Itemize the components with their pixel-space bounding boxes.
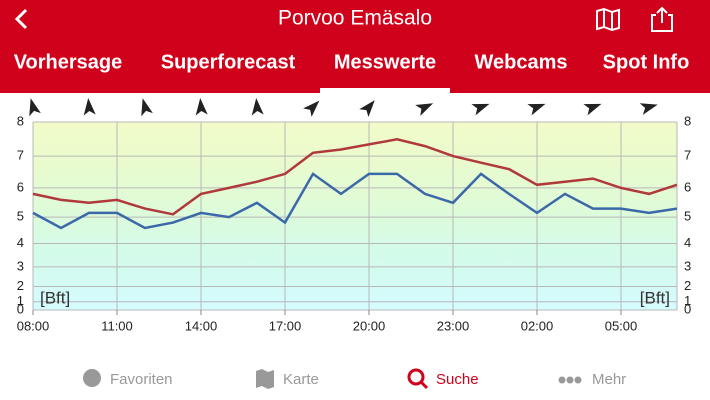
tab[interactable]: Superforecast [161,51,296,73]
wind-arrow [415,103,434,116]
back-button[interactable] [14,8,28,30]
y2-tick-label: 7 [684,148,691,163]
tab-bar: Vorhersage Superforecast Messwerte Webcams S… [14,51,690,93]
y-tick-label: 3 [17,258,24,273]
nav-icon [83,369,101,387]
x-tick-label: 20:00 [353,318,386,333]
y2-tick-label: 1 [684,293,691,308]
nav-icon [419,380,429,390]
y-tick-label: 1 [17,293,24,308]
y-tick-label: 8 [17,113,24,128]
nav-icon [574,376,582,384]
y-axis-label: [Bft] [40,288,70,307]
active-tab-indicator [320,88,450,93]
y2-tick-label: 3 [684,258,691,273]
y2-tick-label: 4 [684,235,691,250]
x-tick-label: 05:00 [605,318,638,333]
y2-tick-label: 5 [684,209,691,224]
nav-item[interactable]: Karte [283,371,319,388]
tab[interactable]: Webcams [474,51,567,73]
tab[interactable]: Vorhersage [14,51,123,73]
wind-arrow [527,103,546,116]
tab[interactable]: Spot Info [603,51,690,73]
wind-arrow [583,103,602,116]
bottom-nav: Favoriten Karte Suche Mehr [83,368,626,390]
nav-item[interactable]: Favoriten [110,371,173,388]
y2-tick-label: 8 [684,113,691,128]
wind-arrow [83,98,96,116]
y-tick-label: 7 [17,148,24,163]
wind-arrow [639,103,658,115]
map-button[interactable] [596,7,620,32]
y-tick-label: 4 [17,235,24,250]
nav-item[interactable]: Suche [436,371,479,388]
plot-background [33,122,677,310]
wind-arrow [141,98,153,117]
nav-icon [566,376,574,384]
x-tick-label: 14:00 [185,318,218,333]
share-button[interactable] [651,6,673,32]
y2-tick-label: 0 [684,301,691,316]
x-tick-label: 17:00 [269,318,302,333]
wind-arrow [359,100,375,117]
y-tick-label: 0 [17,301,24,316]
header-title: Porvoo Emäsalo [278,7,432,30]
wind-arrow [471,103,490,116]
header-bar [0,0,710,93]
x-tick-label: 23:00 [437,318,470,333]
y-tick-label: 2 [17,278,24,293]
x-tick-label: 08:00 [17,318,50,333]
chart: 0 01 12 23 34 45 56 67 78 808:00 11:00 14:00 17:00 20… [17,98,691,333]
y2-tick-label: 2 [684,278,691,293]
wind-arrow [251,98,264,116]
x-tick-label: 11:00 [101,318,133,333]
x-tick-label: 02:00 [521,318,554,333]
wind-arrow [303,100,320,117]
wind-arrow [195,98,208,116]
y-axis-label: [Bft] [640,288,670,307]
data-line [32,138,678,216]
tab[interactable]: Messwerte [334,51,436,73]
nav-icon [558,376,566,384]
nav-icon [407,368,425,386]
data-line [32,172,678,230]
nav-item[interactable]: Mehr [592,371,626,388]
wind-arrow [29,98,41,117]
y-tick-label: 6 [17,179,24,194]
y-tick-label: 5 [17,209,24,224]
nav-icon [256,369,274,389]
y2-tick-label: 6 [684,179,691,194]
